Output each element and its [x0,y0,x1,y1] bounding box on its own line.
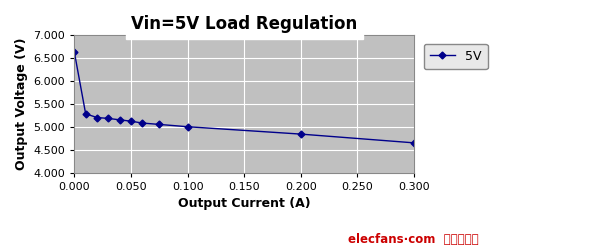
5V [184,125,191,128]
5V [410,141,418,144]
5V [297,133,304,135]
5V [127,120,134,123]
5V [71,51,78,54]
5V [116,118,123,121]
X-axis label: Output Current (A): Output Current (A) [178,197,311,210]
Text: elecfans·com  电子发烧友: elecfans·com 电子发烧友 [348,233,479,245]
Y-axis label: Output Voltage (V): Output Voltage (V) [15,37,28,170]
Line: 5V: 5V [72,50,416,145]
5V [155,123,163,126]
5V [139,122,146,124]
Legend: 5V: 5V [424,44,488,69]
5V [94,116,101,119]
5V [105,117,112,120]
Title: Vin=5V Load Regulation: Vin=5V Load Regulation [131,15,358,33]
5V [82,112,89,115]
